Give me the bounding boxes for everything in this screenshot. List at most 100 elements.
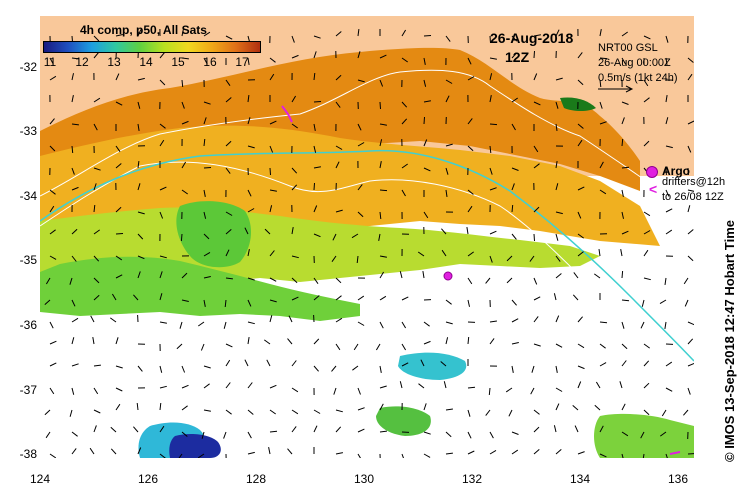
current-arrow bbox=[379, 139, 383, 147]
current-arrow bbox=[533, 233, 535, 242]
current-arrow bbox=[379, 403, 384, 411]
x-tick-label: 128 bbox=[245, 472, 267, 486]
current-arrow bbox=[93, 35, 100, 42]
current-arrow bbox=[291, 35, 295, 43]
current-arrow bbox=[467, 145, 474, 152]
current-arrow bbox=[137, 123, 140, 131]
colorbar-tick: 15 bbox=[171, 55, 185, 69]
current-arrow bbox=[643, 230, 651, 235]
current-arrow bbox=[599, 189, 607, 195]
sst-green-patch-east bbox=[594, 413, 694, 458]
current-arrow bbox=[577, 233, 584, 239]
current-arrow bbox=[599, 161, 604, 169]
current-arrow bbox=[684, 299, 689, 307]
current-arrow bbox=[467, 277, 473, 285]
current-arrow bbox=[137, 161, 140, 169]
current-arrow bbox=[71, 145, 74, 154]
current-arrow bbox=[594, 404, 601, 411]
current-arrow bbox=[335, 161, 340, 169]
current-arrow bbox=[93, 387, 99, 395]
current-arrow bbox=[115, 387, 123, 392]
current-arrow bbox=[621, 117, 625, 125]
current-arrow bbox=[71, 363, 79, 367]
current-arrow bbox=[269, 315, 273, 323]
current-arrow bbox=[225, 35, 233, 40]
current-arrow bbox=[533, 50, 535, 59]
current-arrow bbox=[92, 337, 95, 345]
current-vectors bbox=[44, 28, 694, 458]
current-arrow bbox=[71, 95, 74, 103]
current-arrow bbox=[269, 299, 277, 303]
current-arrow bbox=[577, 365, 585, 370]
current-arrow bbox=[467, 251, 474, 257]
current-arrow bbox=[93, 123, 98, 131]
current-arrow bbox=[223, 431, 227, 439]
current-arrow bbox=[488, 387, 491, 396]
current-arrow bbox=[665, 95, 668, 103]
current-arrow bbox=[533, 343, 541, 347]
current-arrow bbox=[445, 79, 453, 84]
current-arrow bbox=[71, 73, 74, 81]
current-arrow bbox=[357, 29, 360, 37]
current-arrow bbox=[687, 321, 694, 326]
current-arrow bbox=[93, 183, 97, 191]
colorbar-tick: 14 bbox=[139, 55, 153, 69]
current-arrow bbox=[313, 123, 316, 131]
current-arrow bbox=[577, 52, 583, 59]
current-arrow bbox=[313, 409, 321, 414]
sst-green-patch-mid bbox=[40, 256, 360, 321]
current-arrow bbox=[511, 97, 518, 103]
current-arrow bbox=[511, 167, 519, 171]
argo-float-marker-1[interactable] bbox=[443, 271, 453, 281]
current-arrow bbox=[378, 233, 381, 241]
current-arrow bbox=[111, 293, 117, 301]
drifter-marker-south[interactable] bbox=[669, 451, 681, 455]
drifter-label-line2: to 26/08 12Z bbox=[662, 191, 724, 203]
current-arrow bbox=[577, 251, 584, 257]
current-arrow bbox=[203, 276, 211, 279]
current-arrow bbox=[247, 208, 255, 213]
current-arrow bbox=[664, 277, 667, 285]
current-arrow bbox=[621, 138, 624, 147]
current-arrow bbox=[115, 73, 120, 81]
y-tick-label: -38 bbox=[19, 447, 37, 461]
current-arrow bbox=[511, 183, 515, 191]
current-arrow bbox=[399, 381, 403, 389]
current-arrow bbox=[511, 318, 519, 323]
credit-text: © IMOS 13-Sep-2018 12:47 Hobart Time bbox=[722, 220, 737, 462]
current-arrow bbox=[266, 359, 271, 367]
current-arrow bbox=[665, 387, 673, 392]
current-arrow bbox=[643, 409, 650, 416]
current-arrow bbox=[137, 271, 141, 279]
current-arrow bbox=[642, 453, 645, 458]
current-arrow bbox=[137, 211, 145, 215]
contour-1000m bbox=[40, 161, 694, 357]
current-arrow bbox=[71, 228, 78, 235]
current-arrow bbox=[489, 431, 494, 439]
current-arrow bbox=[49, 321, 54, 329]
current-arrow bbox=[335, 209, 343, 213]
current-arrow bbox=[687, 73, 693, 81]
current-arrow bbox=[467, 299, 470, 307]
sst-map[interactable] bbox=[40, 16, 694, 458]
current-arrow bbox=[401, 362, 409, 367]
current-arrow bbox=[71, 255, 77, 262]
current-arrow bbox=[179, 321, 183, 329]
current-arrow bbox=[467, 205, 473, 213]
current-arrow bbox=[533, 163, 540, 169]
current-arrow bbox=[555, 343, 563, 348]
current-arrow bbox=[422, 271, 425, 279]
current-arrow bbox=[69, 277, 73, 285]
current-arrow bbox=[287, 448, 293, 455]
drifter-track[interactable] bbox=[281, 105, 293, 123]
current-arrow bbox=[553, 293, 557, 301]
current-arrow bbox=[335, 343, 341, 351]
current-arrow bbox=[595, 381, 601, 389]
current-arrow bbox=[291, 360, 297, 367]
current-arrow bbox=[489, 187, 497, 191]
current-arrow bbox=[269, 57, 276, 63]
current-arrow bbox=[401, 101, 408, 108]
current-arrow bbox=[110, 426, 117, 433]
argo-icon bbox=[646, 166, 658, 178]
current-arrow bbox=[665, 57, 668, 65]
